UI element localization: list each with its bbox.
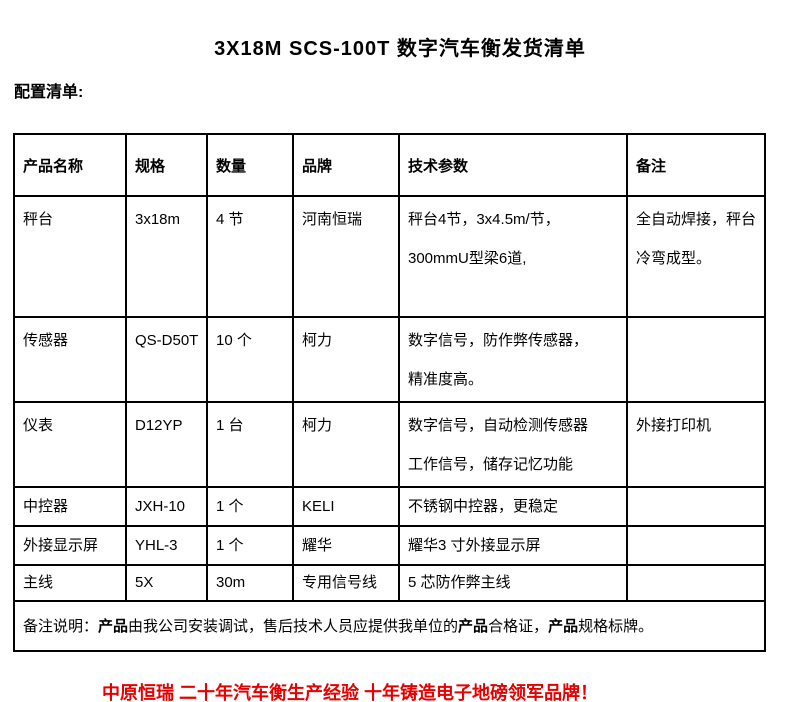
header-product-name: 产品名称 bbox=[13, 133, 127, 197]
cell-spec: 3x18m bbox=[125, 195, 208, 318]
footnote-text-segment: 由我公司安装调试，售后技术人员应提供我单位的 bbox=[128, 617, 459, 635]
cell-product-name: 秤台 bbox=[13, 195, 127, 318]
cell-brand: 柯力 bbox=[292, 401, 400, 488]
cell-tech-params: 5 芯防作弊主线 bbox=[398, 564, 628, 602]
footnote-bold-segment: 产品 bbox=[548, 617, 579, 635]
config-list-label: 配置清单: bbox=[14, 84, 84, 101]
header-spec: 规格 bbox=[125, 133, 208, 197]
cell-remark: 全自动焊接，秤台冷弯成型。 bbox=[626, 195, 766, 318]
cell-qty: 1 个 bbox=[206, 486, 294, 527]
cell-brand: KELI bbox=[292, 486, 400, 527]
table-row-external-display: 外接显示屏 YHL-3 1 个 耀华 耀华3 寸外接显示屏 bbox=[13, 525, 766, 566]
page-title: 3X18M SCS-100T 数字汽车衡发货清单 bbox=[214, 38, 586, 60]
footnote-bold-segment: 产品 bbox=[98, 617, 129, 635]
cell-product-name: 传感器 bbox=[13, 316, 127, 403]
table-row-controller: 中控器 JXH-10 1 个 KELI 不锈钢中控器，更稳定 bbox=[13, 486, 766, 527]
cell-tech-params: 耀华3 寸外接显示屏 bbox=[398, 525, 628, 566]
footnote-cell: 备注说明：产品由我公司安装调试，售后技术人员应提供我单位的产品合格证，产品规格标… bbox=[13, 600, 766, 652]
cell-brand: 耀华 bbox=[292, 525, 400, 566]
table-footnote-row: 备注说明：产品由我公司安装调试，售后技术人员应提供我单位的产品合格证，产品规格标… bbox=[13, 600, 766, 652]
cell-spec: D12YP bbox=[125, 401, 208, 488]
table-row-indicator: 仪表 D12YP 1 台 柯力 数字信号，自动检测传感器 工作信号，储存记忆功能… bbox=[13, 401, 766, 488]
cell-qty: 30m bbox=[206, 564, 294, 602]
cell-remark bbox=[626, 564, 766, 602]
cell-brand: 专用信号线 bbox=[292, 564, 400, 602]
cell-spec: YHL-3 bbox=[125, 525, 208, 566]
cell-spec: 5X bbox=[125, 564, 208, 602]
header-tech-params: 技术参数 bbox=[398, 133, 628, 197]
config-table: 产品名称 规格 数量 品牌 技术参数 备注 秤台 3x18m 4 节 河南恒瑞 … bbox=[13, 133, 766, 652]
tech-param-line: 300mmU型梁6道, bbox=[408, 250, 527, 267]
cell-product-name: 外接显示屏 bbox=[13, 525, 127, 566]
footnote-label: 备注说明： bbox=[23, 617, 99, 635]
cell-qty: 4 节 bbox=[206, 195, 294, 318]
cell-tech-params: 秤台4节，3x4.5m/节， 300mmU型梁6道, bbox=[398, 195, 628, 318]
cell-brand: 河南恒瑞 bbox=[292, 195, 400, 318]
cell-spec: QS-D50T bbox=[125, 316, 208, 403]
header-remark: 备注 bbox=[626, 133, 766, 197]
tech-param-line: 工作信号，储存记忆功能 bbox=[408, 456, 574, 473]
tech-param-line: 精准度高。 bbox=[408, 371, 484, 388]
header-brand: 品牌 bbox=[292, 133, 400, 197]
footnote-text-segment: 合格证， bbox=[488, 617, 549, 635]
cell-product-name: 中控器 bbox=[13, 486, 127, 527]
cell-qty: 1 台 bbox=[206, 401, 294, 488]
table-header-row: 产品名称 规格 数量 品牌 技术参数 备注 bbox=[13, 133, 766, 197]
cell-tech-params: 不锈钢中控器，更稳定 bbox=[398, 486, 628, 527]
cell-brand: 柯力 bbox=[292, 316, 400, 403]
footnote-text-segment: 规格标牌。 bbox=[578, 617, 654, 635]
table-row-main-cable: 主线 5X 30m 专用信号线 5 芯防作弊主线 bbox=[13, 564, 766, 602]
cell-spec: JXH-10 bbox=[125, 486, 208, 527]
cell-tech-params: 数字信号，防作弊传感器， 精准度高。 bbox=[398, 316, 628, 403]
header-qty: 数量 bbox=[206, 133, 294, 197]
cell-product-name: 主线 bbox=[13, 564, 127, 602]
cell-remark bbox=[626, 316, 766, 403]
cell-product-name: 仪表 bbox=[13, 401, 127, 488]
footnote-bold-segment: 产品 bbox=[458, 617, 489, 635]
cell-qty: 10 个 bbox=[206, 316, 294, 403]
table-row-load-cell: 传感器 QS-D50T 10 个 柯力 数字信号，防作弊传感器， 精准度高。 bbox=[13, 316, 766, 403]
cell-remark bbox=[626, 486, 766, 527]
tech-param-line: 数字信号，防作弊传感器， bbox=[408, 332, 589, 349]
cell-tech-params: 数字信号，自动检测传感器 工作信号，储存记忆功能 bbox=[398, 401, 628, 488]
cell-qty: 1 个 bbox=[206, 525, 294, 566]
tech-param-line: 数字信号，自动检测传感器 bbox=[408, 417, 589, 434]
tech-param-line: 秤台4节，3x4.5m/节， bbox=[408, 211, 560, 228]
footer-slogan: 中原恒瑞 二十年汽车衡生产经验 十年铸造电子地磅领军品牌！ bbox=[102, 683, 598, 702]
table-row-scale-platform: 秤台 3x18m 4 节 河南恒瑞 秤台4节，3x4.5m/节， 300mmU型… bbox=[13, 195, 766, 318]
cell-remark bbox=[626, 525, 766, 566]
cell-remark: 外接打印机 bbox=[626, 401, 766, 488]
